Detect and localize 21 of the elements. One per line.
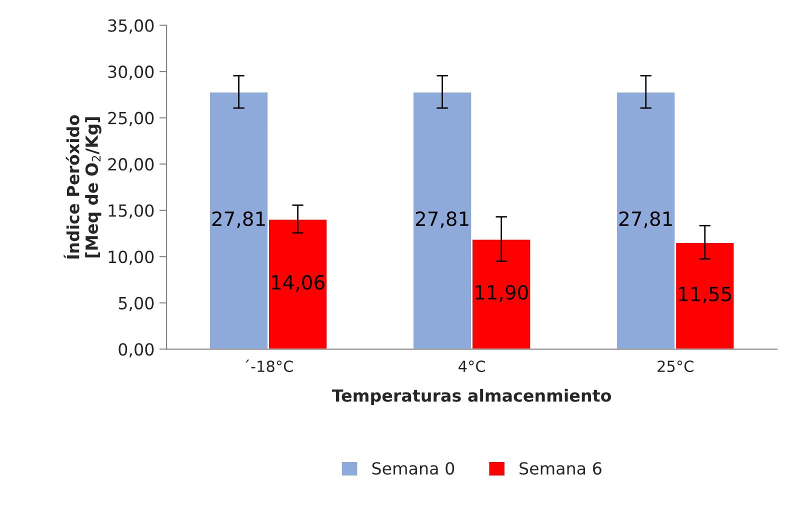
data-label: 27,81 [416, 211, 468, 228]
legend-label: Semana 6 [520, 462, 602, 475]
data-label: 11,55 [679, 286, 732, 304]
y-axis-title: Índice Peróxido [Meq de O$_{2}$/Kg] [64, 115, 102, 259]
y-tick-label: 30,00 [108, 66, 154, 80]
data-label: 14,06 [272, 275, 324, 292]
x-tick-label: 25°C [658, 360, 694, 372]
y-tick-label: 35,00 [108, 19, 154, 34]
y-tick-label: 10,00 [108, 250, 154, 265]
y-tick-label: 0,00 [118, 343, 154, 358]
y-tick-label: 5,00 [118, 296, 154, 312]
data-label: 27,81 [212, 211, 265, 228]
y-tick-label: 20,00 [108, 158, 154, 172]
data-label: 11,90 [476, 285, 528, 302]
x-tick-label: ´-18°C [246, 360, 293, 372]
y-tick-label: 25,00 [108, 112, 154, 126]
x-tick-label: 4°C [458, 360, 486, 372]
x-axis-title: Temperaturas almacenmiento [332, 388, 612, 406]
data-label: 27,81 [619, 211, 672, 228]
y-tick-label: 15,00 [108, 204, 154, 219]
legend-label: Semana 0 [372, 462, 454, 475]
